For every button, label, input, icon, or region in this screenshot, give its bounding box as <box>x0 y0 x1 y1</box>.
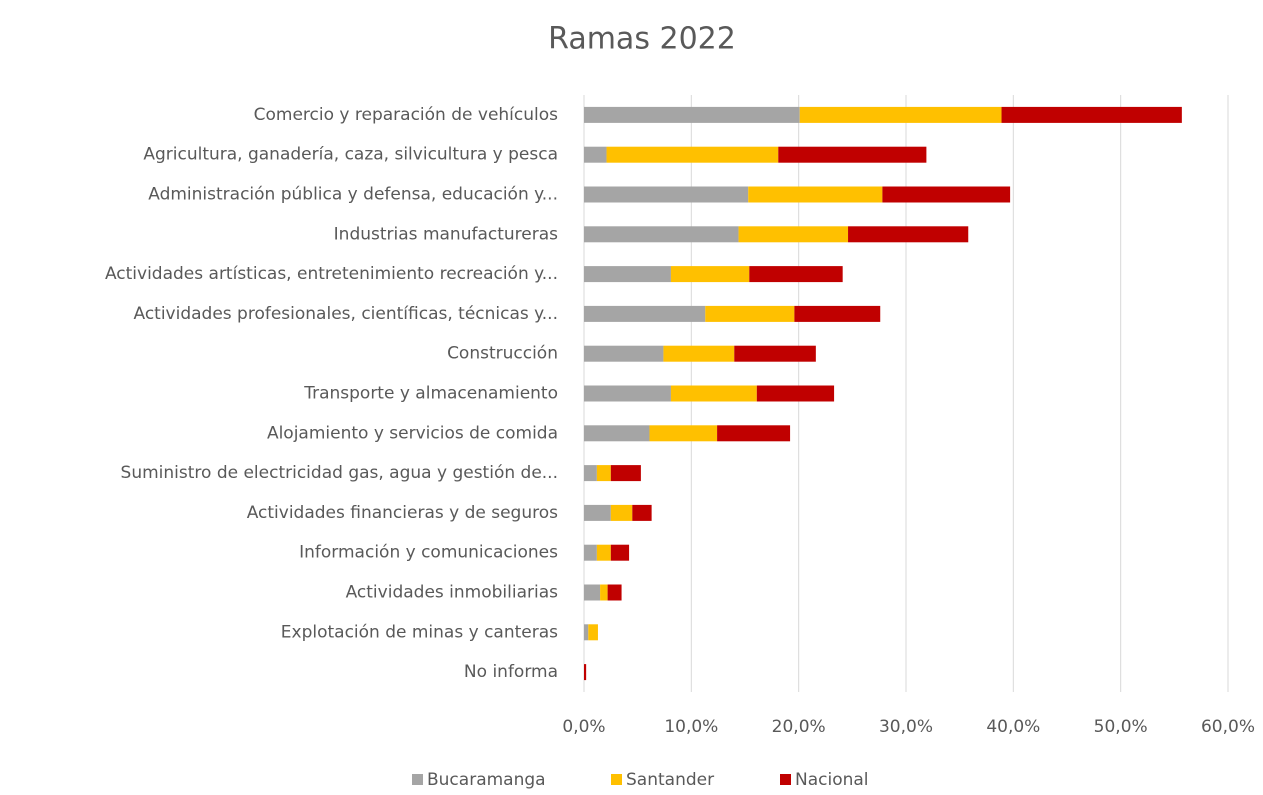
y-tick-label: Actividades artísticas, entretenimiento … <box>105 264 558 284</box>
x-tick-label: 60,0% <box>1201 717 1255 737</box>
bar <box>610 465 641 482</box>
bar <box>882 186 1011 203</box>
bar <box>588 624 598 641</box>
legend-label: Nacional <box>795 770 869 790</box>
bar <box>663 345 735 362</box>
bar <box>734 345 816 362</box>
y-tick-label: Construcción <box>447 344 558 364</box>
y-tick-label: Explotación de minas y canteras <box>281 622 558 642</box>
bar <box>584 584 601 601</box>
bar <box>610 504 633 521</box>
bar <box>584 146 607 163</box>
x-tick-label: 40,0% <box>986 717 1040 737</box>
y-tick-label: Administración pública y defensa, educac… <box>148 185 558 205</box>
bar <box>584 305 706 322</box>
bar <box>632 504 652 521</box>
legend-swatch <box>412 774 423 785</box>
bar <box>748 186 883 203</box>
bar <box>584 504 611 521</box>
y-tick-label: Comercio y reparación de vehículos <box>254 105 558 125</box>
x-tick-label: 20,0% <box>772 717 826 737</box>
legend-label: Bucaramanga <box>427 770 546 790</box>
legend-swatch <box>611 774 622 785</box>
bar <box>584 186 749 203</box>
y-tick-label: Actividades profesionales, científicas, … <box>133 304 558 324</box>
bar <box>584 385 671 402</box>
bar <box>799 106 1002 123</box>
y-tick-label: Agricultura, ganadería, caza, silvicultu… <box>143 145 558 165</box>
y-tick-label: No informa <box>464 662 558 682</box>
legend-swatch <box>780 774 791 785</box>
bar <box>596 544 611 561</box>
x-tick-label: 50,0% <box>1094 717 1148 737</box>
bar <box>607 584 622 601</box>
bar <box>610 544 630 561</box>
x-tick-label: 10,0% <box>664 717 718 737</box>
bar <box>584 664 587 681</box>
bar <box>1001 106 1182 123</box>
y-tick-label: Suministro de electricidad gas, agua y g… <box>121 463 558 483</box>
bar <box>584 425 650 442</box>
bar <box>584 345 664 362</box>
x-tick-label: 30,0% <box>879 717 933 737</box>
bar <box>738 226 849 243</box>
bar <box>584 226 739 243</box>
bar <box>584 465 597 482</box>
bar <box>584 266 671 283</box>
bar <box>717 425 791 442</box>
x-tick-label: 0,0% <box>562 717 605 737</box>
y-tick-label: Industrias manufactureras <box>334 224 558 244</box>
chart-title: Ramas 2022 <box>548 22 736 57</box>
bar <box>778 146 927 163</box>
legend-label: Santander <box>626 770 714 790</box>
bar <box>705 305 795 322</box>
bar <box>670 266 750 283</box>
bar <box>600 584 608 601</box>
bar <box>794 305 881 322</box>
bar <box>584 544 597 561</box>
y-tick-label: Actividades inmobiliarias <box>346 583 559 603</box>
bar <box>670 385 757 402</box>
bar <box>749 266 843 283</box>
bar <box>756 385 835 402</box>
bar <box>584 624 589 641</box>
y-tick-label: Información y comunicaciones <box>299 543 558 563</box>
bar <box>606 146 779 163</box>
y-tick-label: Actividades financieras y de seguros <box>247 503 558 523</box>
bar <box>848 226 969 243</box>
bar <box>596 465 611 482</box>
y-tick-label: Transporte y almacenamiento <box>303 384 558 404</box>
bar <box>649 425 718 442</box>
y-tick-label: Alojamiento y servicios de comida <box>267 423 558 443</box>
bar <box>584 106 800 123</box>
